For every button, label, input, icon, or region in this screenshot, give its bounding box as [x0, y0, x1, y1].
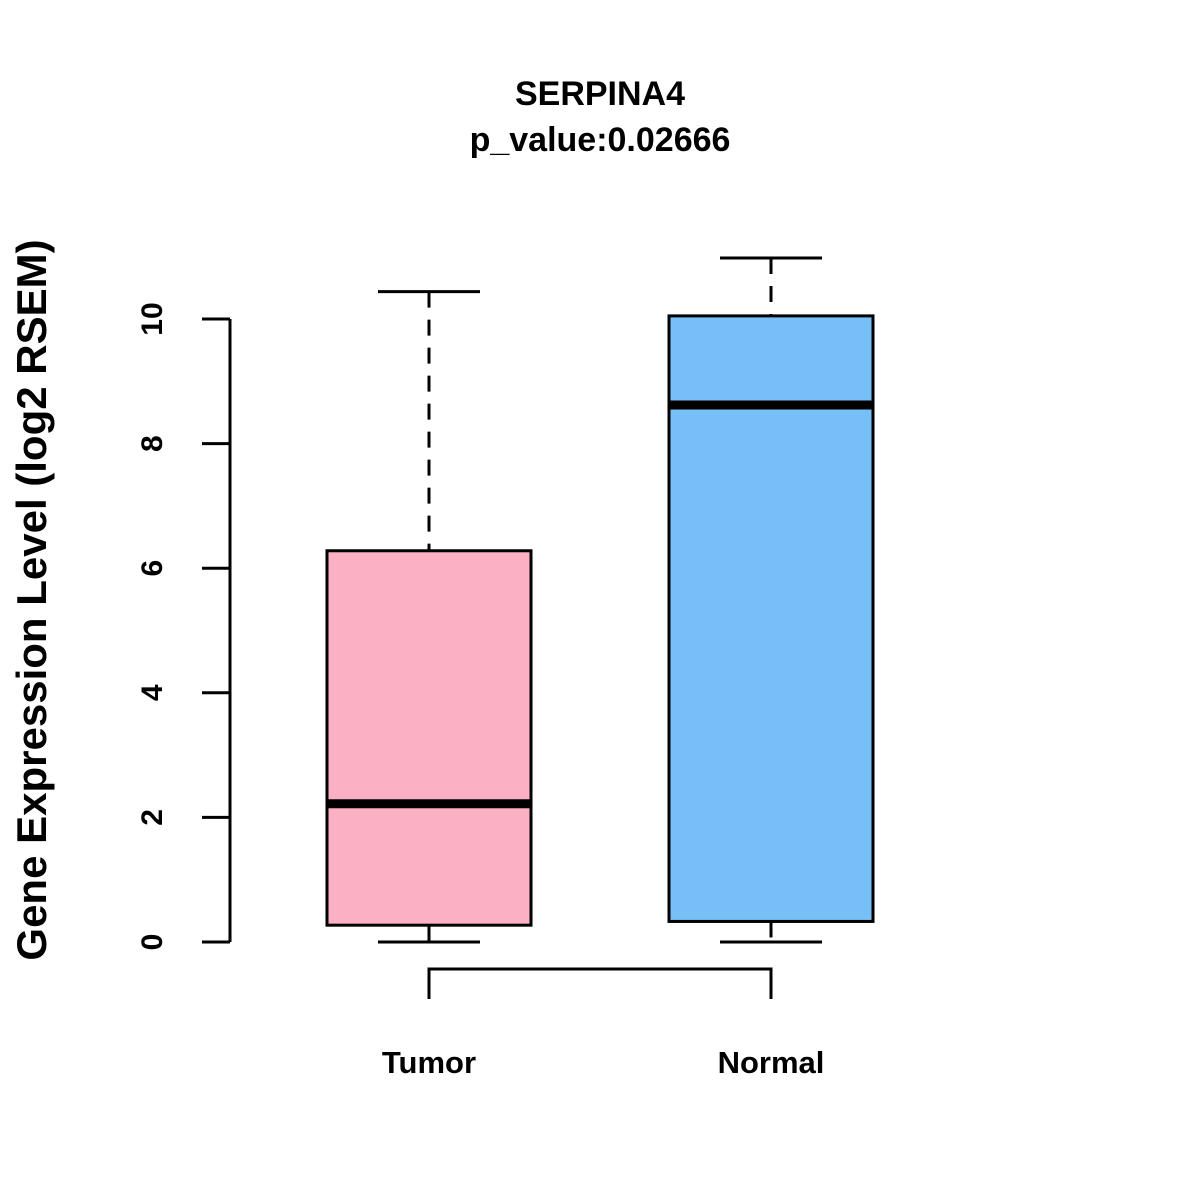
bracket-line — [427, 967, 773, 999]
y-axis: 0 2 4 6 8 10 — [136, 302, 232, 951]
y-tick-label: 8 — [136, 435, 169, 452]
y-tick-label: 6 — [136, 560, 169, 577]
y-tick-label: 10 — [136, 302, 169, 335]
comparison-bracket — [427, 967, 773, 999]
y-tick-label: 0 — [136, 934, 169, 951]
chart-title: SERPINA4 — [515, 75, 685, 113]
boxes — [325, 256, 875, 944]
box-normal — [667, 256, 875, 944]
box-tumor — [325, 290, 533, 944]
y-axis-label: Gene Expression Level (log2 RSEM) — [8, 239, 55, 960]
y-tick-label: 4 — [136, 684, 169, 701]
y-tick-label: 2 — [136, 809, 169, 826]
x-axis-labels: Tumor Normal — [382, 1045, 824, 1080]
x-tick-label-tumor: Tumor — [382, 1045, 476, 1080]
iqr-box — [667, 314, 875, 923]
iqr-box — [325, 549, 533, 927]
x-tick-label-normal: Normal — [718, 1045, 825, 1080]
chart-subtitle: p_value:0.02666 — [470, 121, 731, 159]
